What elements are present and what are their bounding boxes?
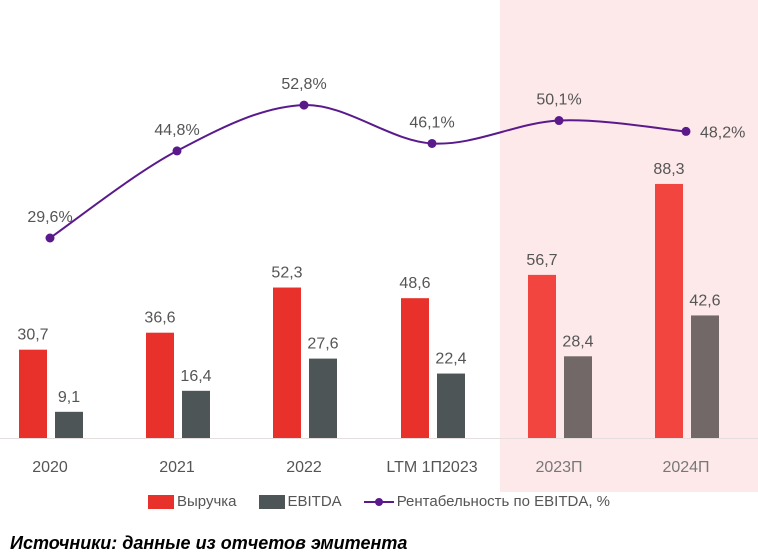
source-note: Источники: данные из отчетов эмитента [10, 533, 408, 553]
revenue-bar [528, 274, 556, 438]
legend-item-margin: Рентабельность по EBITDA, % [363, 493, 610, 510]
margin-label: 29,6% [27, 209, 72, 226]
legend-label: EBITDA [287, 493, 342, 510]
ebitda-label: 16,4 [180, 368, 211, 385]
margin-line [49, 104, 687, 239]
ebitda-bar [564, 356, 592, 438]
margin-label: 48,2% [700, 124, 745, 141]
margin-point [172, 146, 182, 156]
x-tick-label: 2020 [32, 459, 68, 476]
revenue-bar [655, 183, 683, 438]
margin-point [45, 233, 55, 243]
legend-item-ebitda: EBITDA [258, 493, 342, 510]
margin-point [681, 126, 691, 136]
ebitda-label: 22,4 [435, 351, 466, 368]
revenue-bar [401, 298, 429, 438]
margin-point [554, 116, 564, 126]
margin-label: 46,1% [409, 114, 454, 131]
margin-point [427, 138, 437, 148]
legend-swatch [147, 494, 174, 509]
revenue-label: 88,3 [653, 161, 684, 178]
legend-swatch [258, 494, 285, 509]
revenue-label: 36,6 [144, 310, 175, 327]
legend-label: Рентабельность по EBITDA, % [396, 493, 610, 510]
revenue-label: 56,7 [526, 252, 557, 269]
revenue-bar [273, 287, 301, 438]
x-tick-label: 2023П [535, 459, 582, 476]
legend-label: Выручка [176, 493, 237, 510]
x-tick-label: 2021 [159, 459, 195, 476]
margin-label: 52,8% [281, 76, 326, 93]
revenue-bar [146, 332, 174, 438]
margin-label: 44,8% [154, 122, 199, 139]
revenue-label: 48,6 [399, 275, 430, 292]
margin-label: 50,1% [536, 92, 581, 109]
revenue-label: 52,3 [271, 265, 302, 282]
x-tick-label: LTM 1П2023 [386, 459, 477, 476]
legend-item-revenue: Выручка [147, 493, 237, 510]
ebitda-bar [55, 411, 83, 438]
revenue-label: 30,7 [17, 327, 48, 344]
margin-point [299, 100, 309, 110]
legend: Выручка EBITDA Рентабельность по EBITDA,… [0, 493, 758, 510]
revenue-bar [19, 349, 47, 438]
ebitda-label: 27,6 [307, 336, 338, 353]
x-tick-label: 2024П [662, 459, 709, 476]
ebitda-label: 28,4 [562, 333, 593, 350]
legend-line-marker [363, 497, 394, 506]
x-tick-label: 2022 [286, 459, 322, 476]
ebitda-bar [437, 373, 465, 438]
ebitda-bar [691, 315, 719, 438]
ebitda-bar [309, 358, 337, 438]
ebitda-label: 9,1 [58, 389, 80, 406]
ebitda-bar [182, 390, 210, 438]
ebitda-label: 42,6 [689, 292, 720, 309]
